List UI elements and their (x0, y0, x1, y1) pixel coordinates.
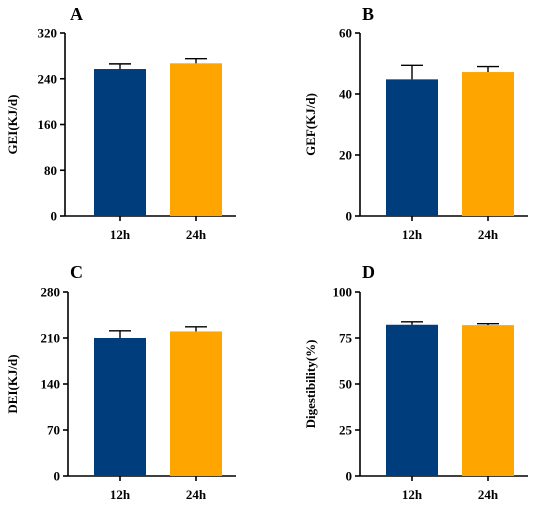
x-tick-label-24h: 24h (478, 227, 499, 242)
y-tick-label: 50 (339, 377, 352, 392)
bar-12h (386, 79, 438, 216)
y-axis-title: GEF(KJ/d) (303, 93, 318, 156)
y-tick-label: 0 (346, 469, 353, 484)
bar-12h (94, 338, 146, 476)
bar-24h (462, 325, 514, 476)
x-tick-label-12h: 12h (110, 487, 131, 502)
panel-letter: B (362, 4, 374, 24)
y-tick-label: 140 (41, 377, 61, 392)
x-tick-label-24h: 24h (478, 487, 499, 502)
panel-letter: C (70, 262, 83, 282)
y-tick-label: 80 (44, 163, 57, 178)
y-tick-label: 240 (38, 71, 58, 86)
y-tick-label: 100 (333, 285, 353, 300)
bar-24h (170, 63, 222, 217)
bar-12h (386, 324, 438, 476)
bar-24h (462, 72, 514, 216)
chart-panel-a: A 0 80 160 240 320 GEI(KJ/d) 12h 24h (5, 4, 236, 242)
y-tick-label: 75 (339, 331, 353, 346)
y-tick-label: 320 (38, 26, 58, 41)
y-tick-label: 70 (47, 423, 60, 438)
y-tick-label: 160 (38, 117, 58, 132)
y-tick-label: 0 (51, 209, 58, 224)
y-tick-label: 20 (339, 148, 352, 163)
y-axis-title: Digestibility(%) (303, 340, 318, 429)
y-tick-label: 60 (339, 26, 352, 41)
chart-panel-d: D 0 25 50 75 100 Digestibility(%) 12h 24h (303, 262, 528, 502)
y-tick-label: 0 (54, 469, 61, 484)
y-tick-label: 0 (346, 209, 353, 224)
y-axis-title: GEI(KJ/d) (5, 95, 20, 155)
x-tick-label-12h: 12h (402, 227, 423, 242)
panel-letter: D (362, 262, 375, 282)
bar-12h (94, 69, 146, 216)
chart-panel-b: B 0 20 40 60 GEF(KJ/d) 12h 24h (303, 4, 528, 242)
y-axis-title: DEI(KJ/d) (5, 354, 20, 413)
panel-letter: A (70, 4, 83, 24)
x-tick-label-12h: 12h (402, 487, 423, 502)
y-tick-label: 280 (41, 285, 61, 300)
bar-24h (170, 331, 222, 476)
y-tick-label: 25 (339, 423, 353, 438)
x-tick-label-24h: 24h (186, 487, 207, 502)
chart-panel-c: C 0 70 140 210 280 DEI(KJ/d) 12h 24h (5, 262, 236, 502)
x-tick-label-12h: 12h (110, 227, 131, 242)
y-tick-label: 210 (41, 331, 61, 346)
x-tick-label-24h: 24h (186, 227, 207, 242)
y-tick-label: 40 (339, 87, 352, 102)
